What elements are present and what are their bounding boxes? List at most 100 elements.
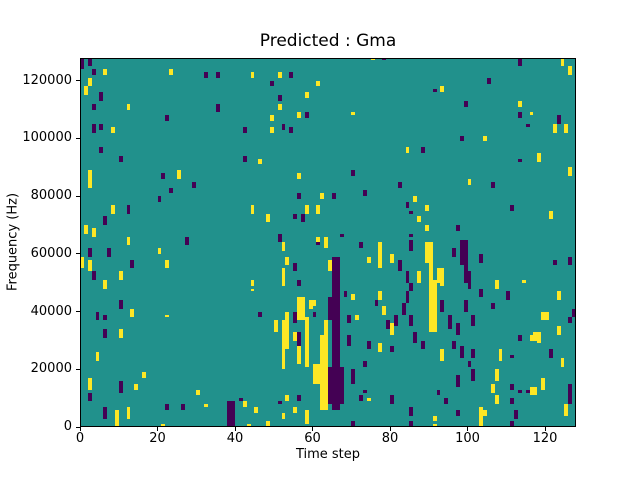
heatmap-cell bbox=[269, 80, 274, 87]
heatmap-cell bbox=[424, 242, 429, 263]
y-tick-mark bbox=[76, 80, 80, 82]
x-tick-mark bbox=[389, 427, 391, 432]
heatmap-cell bbox=[83, 225, 88, 234]
heatmap-cell bbox=[142, 372, 146, 379]
heatmap-cell bbox=[83, 86, 88, 96]
heatmap-cell bbox=[297, 112, 301, 119]
heatmap-cell bbox=[215, 72, 220, 78]
heatmap-cell bbox=[316, 236, 321, 243]
heatmap-cell bbox=[180, 404, 185, 410]
heatmap-cell bbox=[308, 300, 313, 309]
heatmap-cell bbox=[378, 291, 383, 301]
heatmap-cell bbox=[161, 424, 166, 427]
heatmap-cell bbox=[366, 256, 371, 263]
heatmap-cell bbox=[417, 271, 421, 283]
heatmap-cell bbox=[440, 86, 445, 93]
heatmap-cell bbox=[293, 311, 297, 324]
heatmap-cell bbox=[165, 404, 170, 410]
heatmap-cell bbox=[417, 216, 421, 223]
heatmap-cell bbox=[510, 204, 514, 211]
heatmap-cell bbox=[405, 201, 410, 208]
heatmap-cell bbox=[87, 58, 92, 67]
heatmap-cell bbox=[525, 124, 530, 127]
heatmap-cell bbox=[103, 329, 108, 338]
heatmap-cell bbox=[479, 253, 483, 263]
heatmap-cell bbox=[285, 311, 290, 350]
heatmap-cell bbox=[297, 346, 301, 364]
heatmap-cell bbox=[328, 259, 332, 272]
heatmap-cell bbox=[494, 395, 499, 405]
heatmap-cell bbox=[455, 375, 460, 387]
heatmap-cell bbox=[99, 124, 104, 130]
y-tick-label: 100000 bbox=[22, 130, 72, 146]
heatmap-cell bbox=[413, 331, 418, 344]
heatmap-cell bbox=[103, 216, 108, 226]
heatmap-cell bbox=[467, 178, 472, 185]
heatmap-cell bbox=[463, 300, 468, 312]
heatmap-cell bbox=[324, 343, 328, 410]
heatmap-cell bbox=[351, 421, 356, 427]
heatmap-cell bbox=[490, 383, 495, 393]
y-tick-mark bbox=[76, 368, 80, 370]
heatmap-cell bbox=[471, 369, 476, 381]
heatmap-cell bbox=[409, 239, 414, 252]
heatmap-cell bbox=[517, 58, 522, 67]
heatmap-cell bbox=[339, 233, 344, 237]
heatmap-cell bbox=[204, 72, 208, 78]
heatmap-cell bbox=[409, 406, 414, 416]
heatmap-cell bbox=[339, 366, 344, 405]
heatmap-cell bbox=[568, 66, 573, 75]
heatmap-cell bbox=[440, 349, 445, 361]
heatmap-cell bbox=[242, 155, 247, 162]
y-axis-label: Frequency (Hz) bbox=[5, 192, 21, 292]
heatmap-cell bbox=[335, 256, 340, 410]
heatmap-cell bbox=[409, 421, 414, 427]
heatmap-cell bbox=[490, 303, 495, 309]
heatmap-cell bbox=[312, 363, 317, 384]
heatmap-cell bbox=[320, 193, 325, 200]
heatmap-cell bbox=[405, 147, 410, 153]
heatmap-cell bbox=[517, 158, 522, 162]
heatmap-cell bbox=[343, 291, 348, 298]
heatmap-cell bbox=[103, 69, 108, 75]
heatmap-cell bbox=[114, 421, 119, 427]
heatmap-cell bbox=[362, 360, 367, 367]
heatmap-cell bbox=[537, 331, 542, 344]
heatmap-cell bbox=[81, 58, 84, 70]
heatmap-cell bbox=[312, 300, 317, 306]
heatmap-cell bbox=[297, 297, 301, 321]
heatmap-cell bbox=[269, 126, 274, 133]
heatmap-cell bbox=[87, 248, 92, 257]
heatmap-cell bbox=[463, 100, 468, 107]
heatmap-cell bbox=[556, 326, 561, 335]
heatmap-cell bbox=[227, 401, 232, 427]
heatmap-cell bbox=[304, 317, 309, 367]
heatmap-cell bbox=[448, 314, 452, 330]
heatmap-cell bbox=[494, 279, 499, 289]
heatmap-cell bbox=[297, 193, 301, 200]
heatmap-cell bbox=[242, 126, 247, 133]
x-tick-mark bbox=[467, 427, 468, 432]
heatmap-cell bbox=[254, 406, 259, 413]
heatmap-cell bbox=[510, 421, 514, 427]
heatmap-cell bbox=[328, 297, 332, 321]
heatmap-cell bbox=[91, 124, 96, 133]
heatmap-cell bbox=[409, 314, 414, 327]
x-tick-label: 0 bbox=[75, 431, 85, 447]
heatmap-cell bbox=[331, 193, 336, 200]
x-axis-label: Time step bbox=[295, 447, 361, 462]
heatmap-cell bbox=[548, 210, 553, 220]
heatmap-cell bbox=[382, 305, 387, 315]
heatmap-cell bbox=[91, 271, 96, 280]
y-tick-mark bbox=[76, 426, 80, 428]
heatmap-cell bbox=[242, 401, 247, 407]
heatmap-cell bbox=[169, 69, 173, 75]
heatmap-cell bbox=[397, 259, 402, 272]
heatmap-cell bbox=[246, 424, 251, 427]
heatmap-cell bbox=[87, 77, 92, 87]
heatmap-cell bbox=[405, 291, 410, 304]
heatmap-cell bbox=[285, 256, 290, 266]
heatmap-cell bbox=[293, 331, 297, 341]
heatmap-cell bbox=[533, 331, 538, 341]
heatmap-cell bbox=[266, 213, 270, 223]
